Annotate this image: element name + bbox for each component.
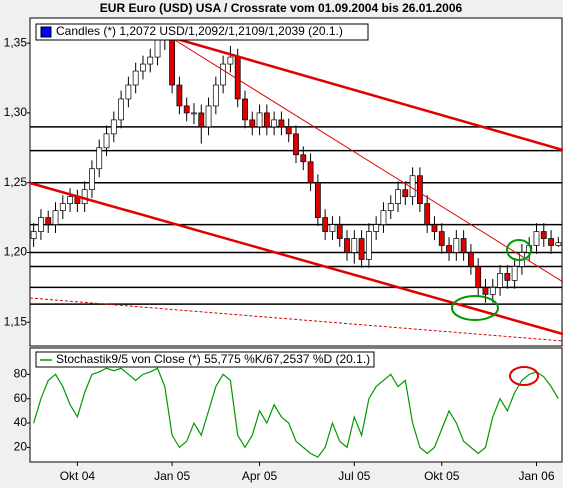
candle-body: [285, 126, 292, 135]
candle-body: [460, 238, 467, 253]
candle-body: [548, 238, 554, 246]
candle-body: [45, 217, 52, 225]
candle-body: [307, 161, 314, 184]
candle-body: [293, 133, 299, 156]
candle-body: [38, 217, 44, 232]
highlight-ellipse: [509, 366, 539, 386]
candle-body: [183, 105, 190, 114]
indicator-line: [33, 367, 559, 458]
candle-body: [453, 238, 460, 253]
candle-body: [118, 98, 124, 121]
candle-body: [256, 112, 263, 128]
legend-box: [35, 351, 375, 368]
candle-body: [351, 238, 358, 253]
highlight-ellipse: [506, 239, 532, 261]
x-tick-label: Okt 05: [424, 469, 460, 483]
y-tick-label: 60: [14, 391, 28, 405]
x-tick-label: Jan 05: [154, 469, 190, 483]
legend-swatch: [40, 26, 52, 38]
candle-body: [438, 231, 445, 246]
y-tick-label: 80: [14, 367, 28, 381]
candle-body: [176, 84, 183, 107]
candle-body: [489, 287, 496, 295]
y-tick-label: 1,30: [4, 105, 28, 119]
candle-body: [475, 266, 482, 288]
candle-body: [402, 189, 409, 198]
candle-body: [504, 273, 511, 281]
candle-body: [67, 196, 73, 204]
candle-body: [380, 210, 387, 225]
y-tick-label: 40: [14, 415, 28, 429]
candle-body: [227, 56, 234, 65]
candle-body: [110, 119, 117, 135]
candle-body: [242, 98, 248, 121]
candle-body: [497, 273, 503, 288]
trend-line: [29, 297, 563, 342]
candle-body: [59, 203, 66, 211]
candle-body: [387, 203, 394, 211]
candle-body: [431, 224, 438, 232]
candle-body: [103, 133, 110, 149]
candle-body: [278, 119, 285, 128]
candle-body: [416, 175, 423, 204]
candle-body: [132, 70, 139, 86]
candle-body: [555, 242, 562, 246]
candle-body: [482, 287, 489, 295]
candle-body: [373, 224, 380, 232]
candle-body: [446, 245, 452, 253]
candle-body: [125, 84, 132, 100]
candle-body: [365, 231, 372, 260]
candle-body: [358, 238, 365, 260]
candle-body: [205, 105, 212, 128]
candle-body: [344, 238, 350, 253]
highlight-ellipse: [451, 295, 499, 321]
y-tick-label: 20: [14, 440, 28, 454]
candle-body: [300, 154, 307, 163]
x-tick-label: Okt 04: [60, 469, 96, 483]
candle-body: [52, 210, 59, 225]
candle-body: [395, 189, 401, 204]
candle-body: [540, 231, 547, 239]
x-tick-label: Jan 06: [518, 469, 554, 483]
candle-body: [336, 224, 343, 239]
candle-body: [212, 84, 219, 107]
legend-label: Stochastik9/5 von Close (*) 55,775 %K/67…: [56, 352, 370, 366]
y-tick-label: 1,25: [4, 175, 28, 189]
plot-layer: [30, 24, 562, 458]
candle-body: [322, 217, 329, 232]
candle-body: [140, 63, 146, 72]
candle-body: [249, 119, 256, 128]
trend-line: [29, 181, 563, 336]
candle-body: [89, 168, 95, 191]
candle-body: [511, 266, 518, 281]
trend-line: [169, 36, 563, 283]
candle-body: [329, 224, 336, 232]
x-tick-label: Jul 05: [338, 469, 370, 483]
candle-body: [81, 189, 88, 204]
candle-body: [169, 35, 176, 86]
candle-body: [424, 203, 431, 225]
trend-line: [169, 35, 563, 152]
y-tick-label: 1,20: [4, 245, 28, 259]
candle-body: [409, 175, 416, 198]
annotations: [29, 35, 563, 386]
candle-body: [30, 231, 37, 239]
y-tick-label: 1,35: [4, 35, 28, 49]
chart-title: EUR Euro (USD) USA / Crossrate vom 01.09…: [100, 1, 463, 15]
legend-box: [35, 23, 369, 41]
candle-body: [468, 252, 474, 267]
candle-body: [220, 63, 227, 86]
candle-body: [314, 182, 321, 218]
candle-body: [271, 119, 278, 128]
x-tick-label: Apr 05: [242, 469, 278, 483]
candle-body: [191, 112, 197, 115]
candle-body: [198, 112, 205, 128]
candle-body: [263, 112, 270, 128]
y-tick-label: 1,15: [4, 314, 28, 328]
candle-body: [96, 147, 103, 170]
legend-label: Candles (*) 1,2072 USD/1,2092/1,2109/1,2…: [56, 24, 343, 38]
candle-body: [147, 56, 154, 65]
candle-body: [533, 231, 540, 246]
